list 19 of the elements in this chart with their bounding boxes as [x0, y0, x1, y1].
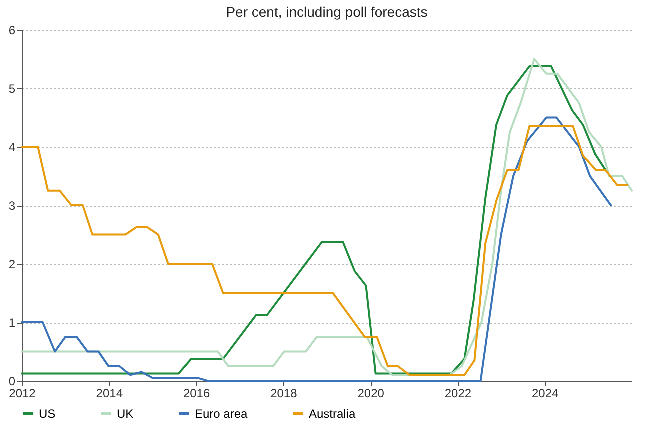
- y-tick-label: 6: [8, 24, 16, 38]
- x-tick-label: 2018: [270, 386, 298, 400]
- legend-label: UK: [117, 406, 134, 421]
- legend-label: Euro area: [195, 406, 248, 421]
- x-tick-label: 2016: [183, 386, 210, 400]
- legend-label: US: [39, 406, 56, 421]
- y-tick-label: 0: [8, 374, 16, 388]
- y-tick-label: 5: [8, 82, 16, 96]
- chart-title: Per cent, including poll forecasts: [226, 4, 428, 20]
- x-tick-label: 2014: [96, 386, 124, 400]
- x-tick-label: 2020: [358, 386, 385, 400]
- y-tick-label: 3: [8, 199, 16, 213]
- x-tick-label: 2012: [9, 386, 36, 400]
- x-tick-label: 2024: [532, 386, 560, 400]
- y-tick-label: 1: [8, 316, 16, 330]
- y-tick-label: 2: [8, 258, 16, 272]
- y-tick-label: 4: [8, 140, 16, 154]
- x-tick-label: 2022: [444, 386, 472, 400]
- legend-label: Australia: [309, 406, 356, 421]
